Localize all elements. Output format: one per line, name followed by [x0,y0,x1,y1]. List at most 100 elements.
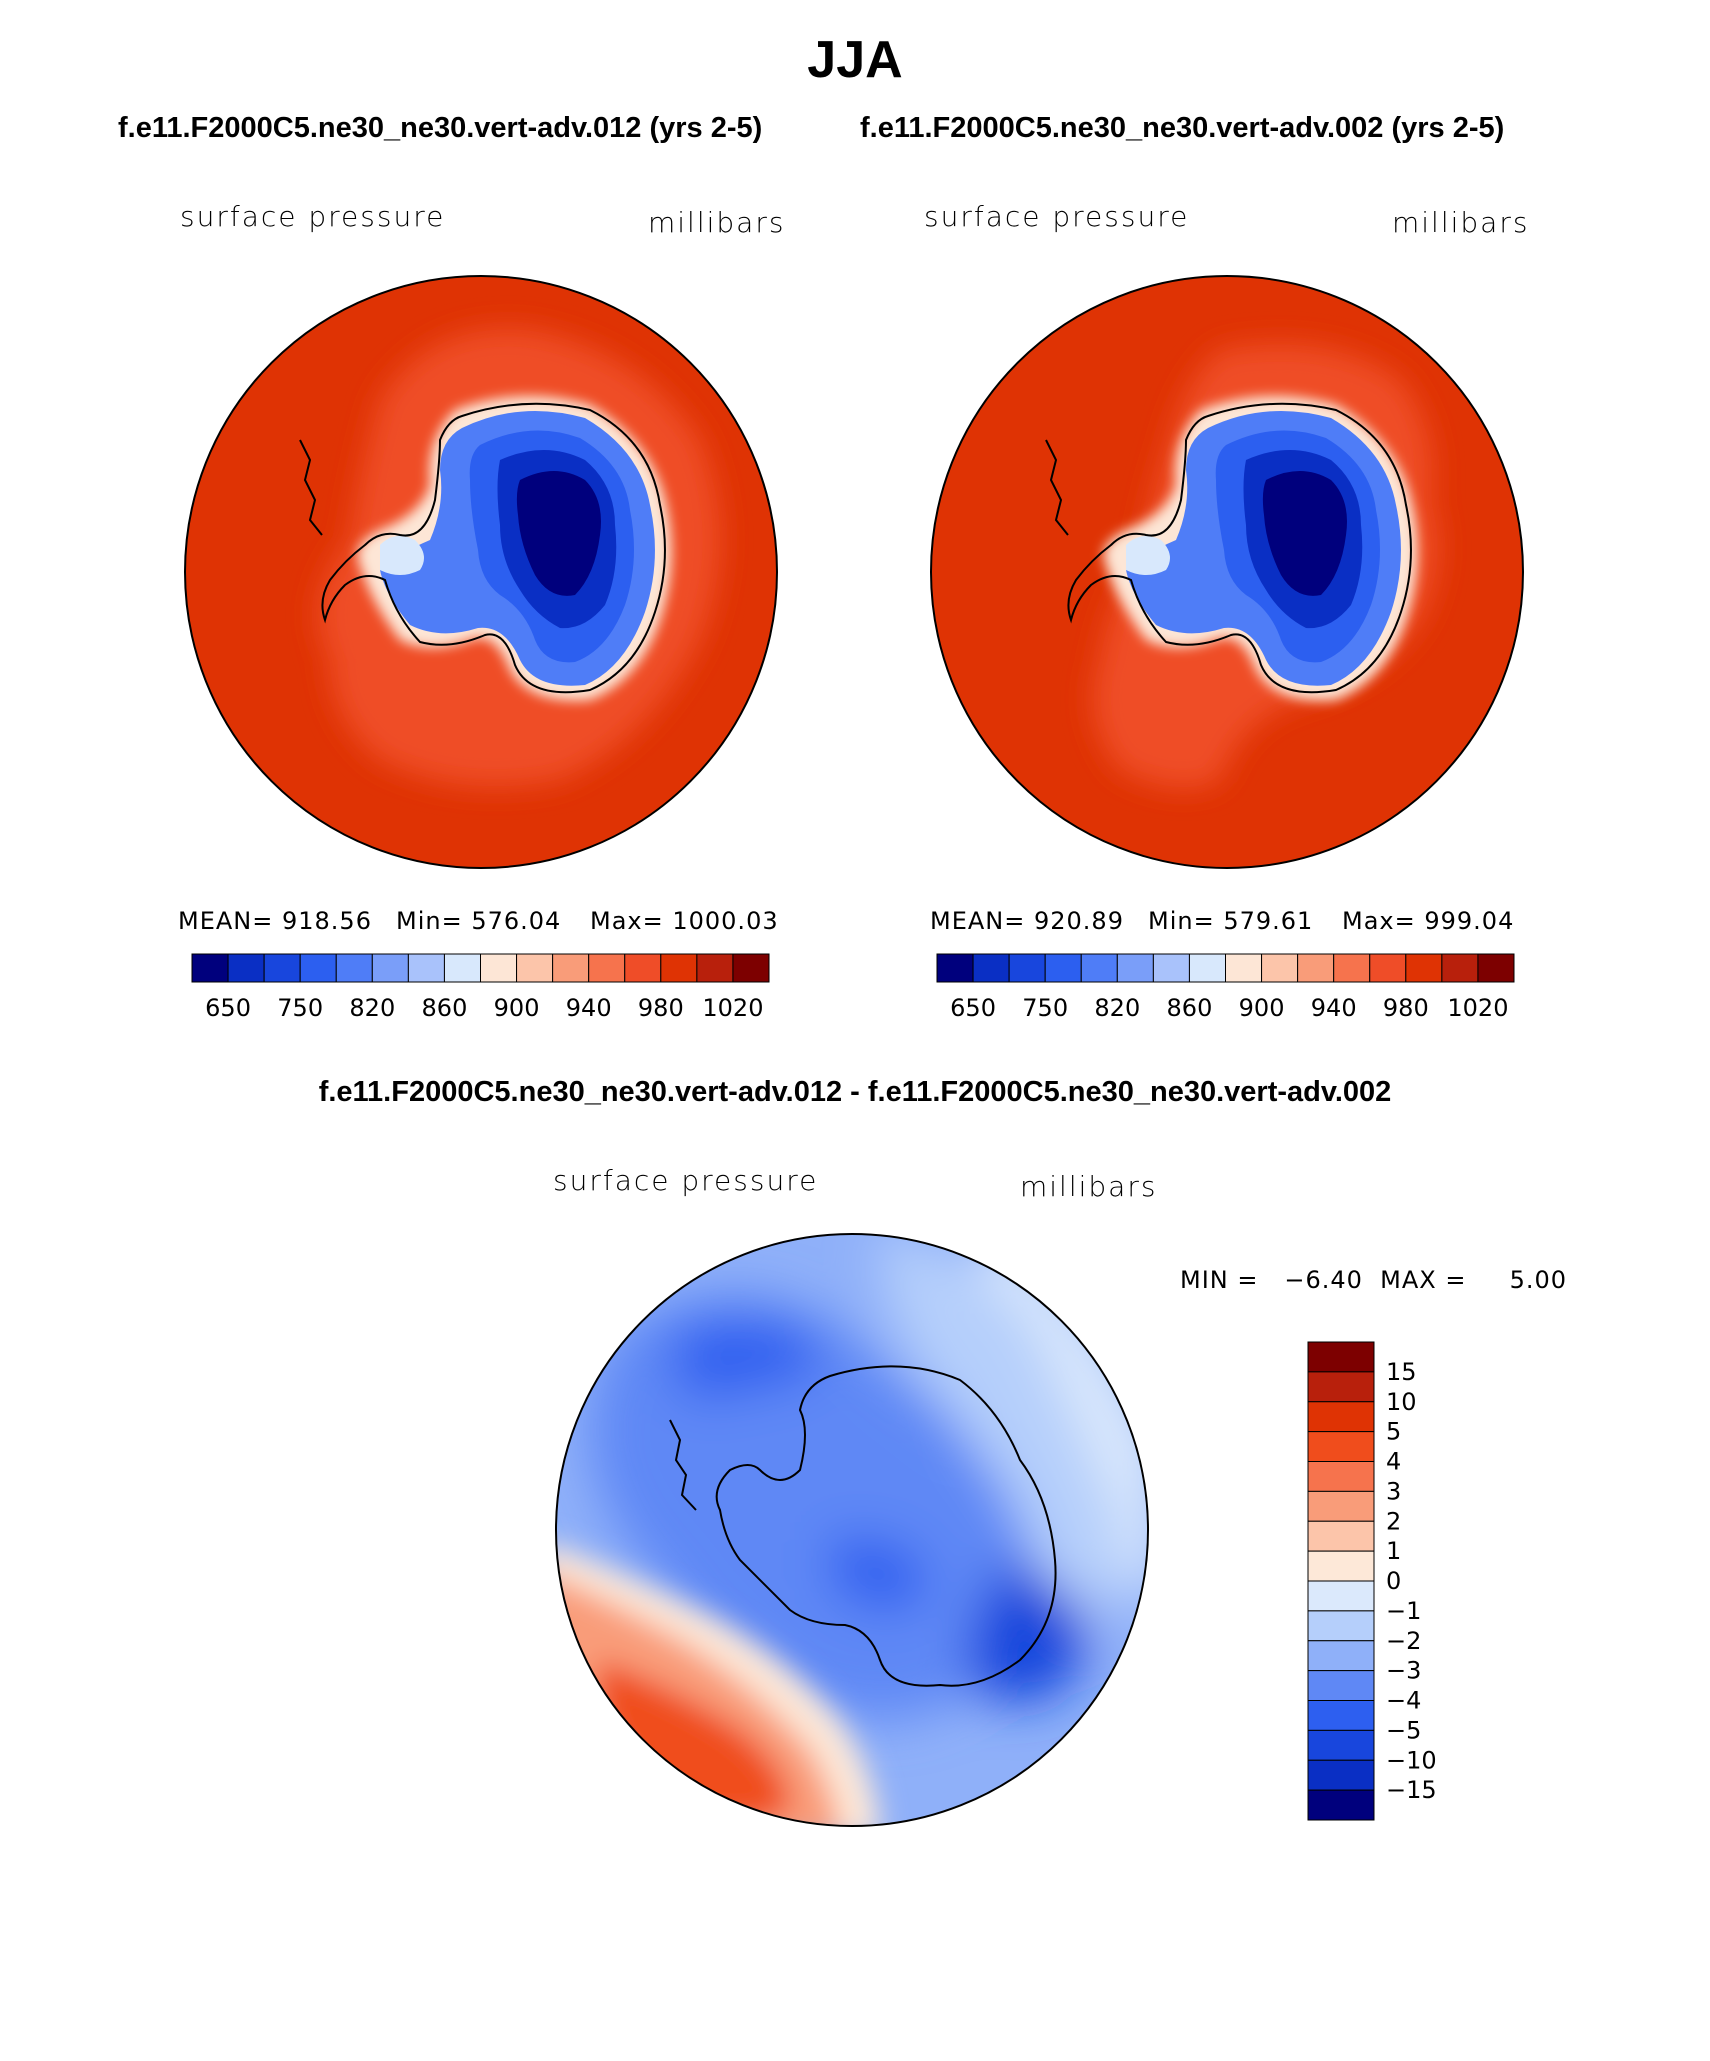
panel3-map [555,1233,1149,1827]
panel2-mean: MEAN= 920.89 [930,907,1124,935]
panel1-band-650 [516,471,601,596]
panel3-colorbar-swatch-0 [1307,1341,1375,1373]
panel3-band-minus2 [880,1234,1122,1640]
panel2-colorbar-tick-label: 980 [1383,994,1429,1022]
panel2-colorbar-swatch-2 [1008,953,1046,983]
panel2-coastline [1045,402,1412,694]
panel1-colorbar-swatch-0 [191,953,229,983]
panel1-colorbar-swatch-12 [624,953,662,983]
panel3-colorbar-swatch-15 [1307,1789,1375,1821]
panel1-colorbar-tick-label: 650 [205,994,251,1022]
panel1-variable-label: surface pressure [180,200,446,233]
panel2-colorbar-swatch-1 [972,953,1010,983]
panel2-max: Max= 999.04 [1342,907,1515,935]
panel3-colorbar-tick-label: 2 [1386,1507,1401,1535]
panel2-colorbar-swatch-8 [1225,953,1263,983]
panel3-colorbar-swatch-12 [1307,1700,1375,1731]
panel2-colorbar-swatch-9 [1261,953,1299,983]
panel1-colorbar-swatch-2 [263,953,301,983]
panel2-colorbar-swatch-14 [1441,953,1479,983]
panel3-variable-label: surface pressure [553,1164,819,1197]
panel1-colorbar-swatch-6 [407,953,445,983]
panel1-mean: MEAN= 918.56 [178,907,372,935]
panel1-colorbar-tick-label: 900 [494,994,540,1022]
panel3-colorbar-swatch-10 [1307,1640,1375,1672]
panel2-units-label: millibars [1392,206,1530,239]
panel2-colorbar-swatch-5 [1116,953,1154,983]
panel1-peninsula-low [380,536,424,575]
panel3-minmax: MIN = −6.40 MAX = 5.00 [1180,1266,1568,1294]
panel2-colorbar-swatch-7 [1188,953,1226,983]
panel1-colorbar-swatch-4 [335,953,373,983]
panel2-colorbar-swatch-3 [1044,953,1082,983]
panel1-colorbar-swatch-5 [371,953,409,983]
panel3-colorbar-tick-label: −5 [1386,1716,1421,1744]
panel2-colorbar-tick-label: 1020 [1447,994,1508,1022]
panel3-band-minus4-west [673,1320,820,1400]
panel2-band-650 [1262,471,1347,596]
panel3-coastline [669,1365,1057,1687]
panel2-colorbar: 650 750 820 860 900 940 980 1020 [936,953,1515,1022]
panel2-peninsula-low [1126,536,1170,575]
panel3-colorbar-swatch-13 [1307,1729,1375,1761]
panel1-colorbar-swatch-13 [660,953,698,983]
panel3-units-label: millibars [1020,1170,1158,1203]
panel2-colorbar-tick-label: 940 [1311,994,1357,1022]
panel2-min: Min= 579.61 [1148,907,1314,935]
panel2-colorbar-swatch-0 [936,953,974,983]
panel2-colorbar-swatch-11 [1333,953,1371,983]
panel2-colorbar-swatch-4 [1080,953,1118,983]
panel3-colorbar-swatch-14 [1307,1759,1375,1791]
panel3-colorbar-tick-label: −10 [1386,1746,1437,1774]
panel3-colorbar-swatch-2 [1307,1401,1375,1433]
panel3-colorbar-swatch-4 [1307,1461,1375,1492]
panel3-band-minus5 [968,1560,1090,1703]
panel3-colorbar-tick-label: 3 [1386,1477,1401,1505]
panel2-map [930,275,1524,869]
subtitle-right: f.e11.F2000C5.ne30_ne30.vert-adv.002 (yr… [860,112,1505,144]
panel2-colorbar-tick-label: 900 [1239,994,1285,1022]
panel3-colorbar-tick-label: −1 [1386,1597,1421,1625]
panel1-colorbar-swatch-10 [552,953,590,983]
panel1-colorbar-swatch-15 [732,953,770,983]
panel3-colorbar-swatch-5 [1307,1490,1375,1522]
panel1-colorbar-swatch-9 [516,953,554,983]
panel3-colorbar-tick-label: −2 [1386,1627,1421,1655]
panel3-colorbar-swatch-11 [1307,1670,1375,1701]
panel1-map [184,275,778,869]
panel1-colorbar-swatch-11 [588,953,626,983]
panel1-colorbar-tick-label: 1020 [702,994,763,1022]
panel3-colorbar-swatch-3 [1307,1431,1375,1462]
panel1-colorbar-tick-label: 860 [422,994,468,1022]
panel3-band-minus4-center [830,1537,927,1610]
panel2-colorbar-tick-label: 860 [1167,994,1213,1022]
panel3-colorbar-tick-label: −15 [1386,1776,1437,1804]
panel1-colorbar-tick-label: 980 [638,994,684,1022]
panel3-colorbar-swatch-9 [1307,1610,1375,1642]
panel1-colorbar-tick-label: 820 [349,994,395,1022]
panel3-colorbar-tick-label: 15 [1386,1358,1417,1386]
panel1-map-border [184,275,778,869]
panel1-colorbar-swatch-8 [480,953,518,983]
panel2-colorbar-swatch-15 [1477,953,1515,983]
panel3-map-border [555,1233,1149,1827]
panel3-colorbar-tick-label: −4 [1386,1687,1421,1715]
panel3-colorbar-tick-label: 5 [1386,1418,1401,1446]
panel1-colorbar-swatch-1 [227,953,265,983]
panel2-colorbar-swatch-12 [1369,953,1407,983]
panel3-colorbar-tick-label: 0 [1386,1567,1401,1595]
panel1-colorbar-tick-label: 750 [277,994,323,1022]
panel2-colorbar-tick-label: 650 [950,994,996,1022]
panel1-min: Min= 576.04 [396,907,562,935]
panel3-colorbar-tick-label: 4 [1386,1448,1401,1476]
subtitle-left: f.e11.F2000C5.ne30_ne30.vert-adv.012 (yr… [118,112,763,144]
panel1-colorbar-swatch-7 [443,953,481,983]
panel1-colorbar-tick-label: 940 [566,994,612,1022]
panel1-coastline [299,402,666,694]
figure-title: JJA [807,31,903,89]
panel1-colorbar: 650 750 820 860 900 940 980 1020 [191,953,770,1022]
panel2-colorbar-swatch-13 [1405,953,1443,983]
panel3-colorbar-swatch-8 [1307,1580,1375,1612]
